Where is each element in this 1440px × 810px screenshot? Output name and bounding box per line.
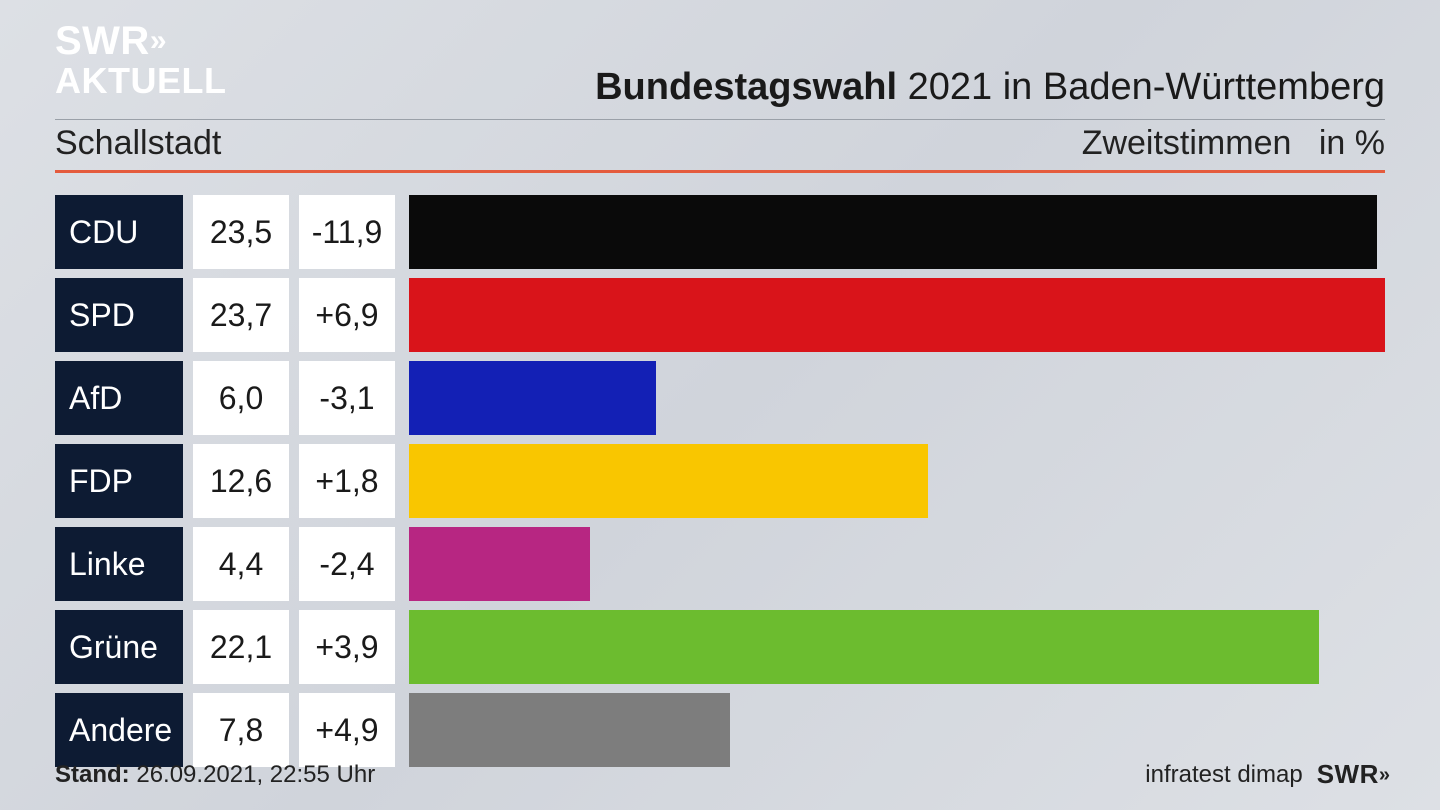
party-delta: +4,9 bbox=[299, 693, 395, 767]
party-value: 4,4 bbox=[193, 527, 289, 601]
bar bbox=[409, 444, 928, 518]
bar-track bbox=[409, 361, 1385, 435]
bar-track bbox=[409, 444, 1385, 518]
chart-title: Bundestagswahl 2021 in Baden-Württemberg bbox=[595, 66, 1385, 109]
subtitle-row: Schallstadt Zweitstimmen in % bbox=[55, 124, 1385, 163]
party-delta: +6,9 bbox=[299, 278, 395, 352]
party-delta: +3,9 bbox=[299, 610, 395, 684]
chart-row: Linke4,4-2,4 bbox=[55, 527, 1385, 601]
timestamp-label: Stand: bbox=[55, 761, 130, 788]
data-source: infratest dimap bbox=[1145, 761, 1302, 789]
footer: Stand: 26.09.2021, 22:55 Uhr infratest d… bbox=[55, 759, 1385, 790]
bar-track bbox=[409, 278, 1385, 352]
chart-row: SPD23,7+6,9 bbox=[55, 278, 1385, 352]
bar bbox=[409, 361, 656, 435]
chart-row: Andere7,8+4,9 bbox=[55, 693, 1385, 767]
party-label: Andere bbox=[55, 693, 183, 767]
results-chart: CDU23,5-11,9 SPD23,7+6,9 AfD6,0-3,1 FDP12,6… bbox=[55, 195, 1385, 776]
chart-row: Grüne22,1+3,9 bbox=[55, 610, 1385, 684]
party-delta: -11,9 bbox=[299, 195, 395, 269]
footer-chevrons-icon: » bbox=[1379, 764, 1385, 786]
thin-divider bbox=[55, 119, 1385, 120]
bar bbox=[409, 693, 730, 767]
party-value: 7,8 bbox=[193, 693, 289, 767]
party-delta: -3,1 bbox=[299, 361, 395, 435]
party-value: 12,6 bbox=[193, 444, 289, 518]
party-label: AfD bbox=[55, 361, 183, 435]
vote-type-label: Zweitstimmen bbox=[1082, 124, 1292, 162]
party-label: CDU bbox=[55, 195, 183, 269]
party-value: 22,1 bbox=[193, 610, 289, 684]
accent-divider bbox=[55, 170, 1385, 173]
bar-track bbox=[409, 693, 1385, 767]
party-label: Linke bbox=[55, 527, 183, 601]
bar-track bbox=[409, 527, 1385, 601]
bar bbox=[409, 195, 1377, 269]
logo-chevrons-icon: » bbox=[150, 24, 161, 57]
party-value: 23,7 bbox=[193, 278, 289, 352]
party-label: FDP bbox=[55, 444, 183, 518]
chart-row: AfD6,0-3,1 bbox=[55, 361, 1385, 435]
unit-label: in % bbox=[1319, 124, 1385, 162]
logo-line1: SWR bbox=[55, 19, 150, 63]
party-label: SPD bbox=[55, 278, 183, 352]
title-rest: 2021 in Baden-Württemberg bbox=[897, 66, 1385, 108]
footer-swr-logo: SWR bbox=[1317, 759, 1379, 789]
chart-row: FDP12,6+1,8 bbox=[55, 444, 1385, 518]
party-value: 6,0 bbox=[193, 361, 289, 435]
region-name: Schallstadt bbox=[55, 124, 221, 163]
party-label: Grüne bbox=[55, 610, 183, 684]
party-delta: -2,4 bbox=[299, 527, 395, 601]
chart-row: CDU23,5-11,9 bbox=[55, 195, 1385, 269]
party-delta: +1,8 bbox=[299, 444, 395, 518]
timestamp-value: 26.09.2021, 22:55 Uhr bbox=[130, 761, 376, 788]
title-bold: Bundestagswahl bbox=[595, 66, 897, 108]
party-value: 23,5 bbox=[193, 195, 289, 269]
bar bbox=[409, 527, 590, 601]
bar bbox=[409, 610, 1319, 684]
bar-track bbox=[409, 195, 1385, 269]
bar bbox=[409, 278, 1385, 352]
bar-track bbox=[409, 610, 1385, 684]
